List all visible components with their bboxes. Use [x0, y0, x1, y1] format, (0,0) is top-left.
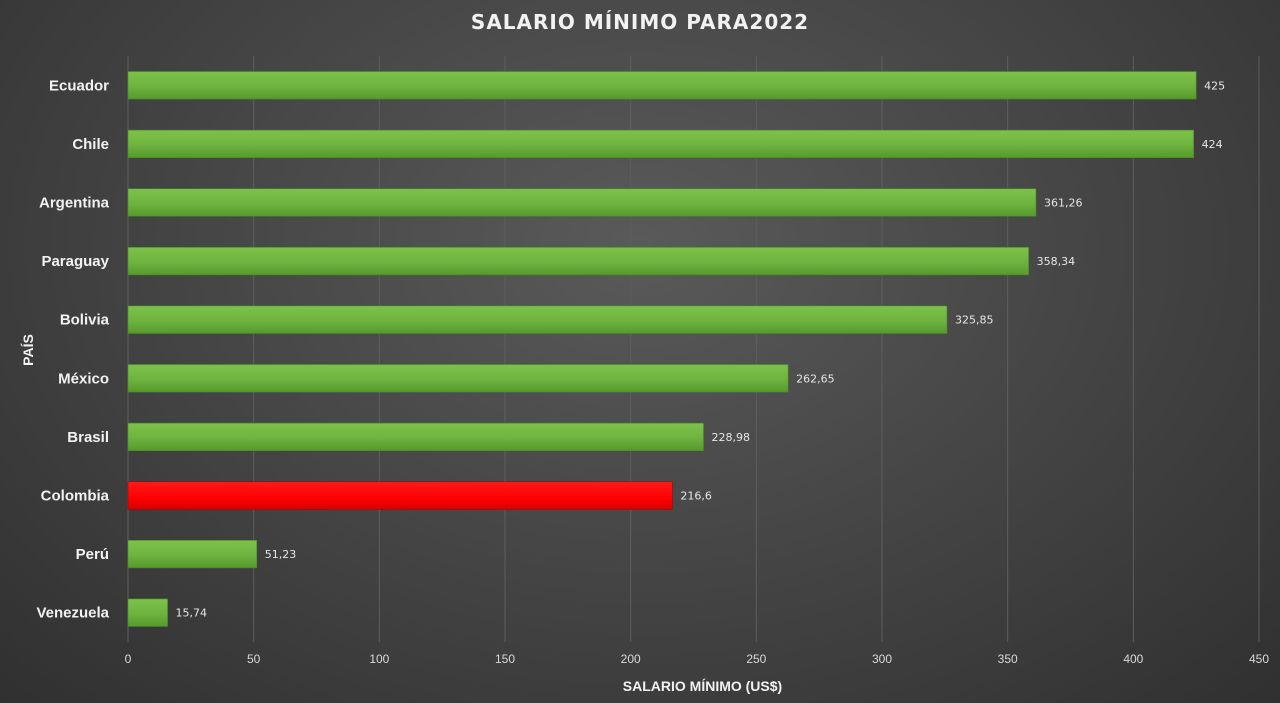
data-label: 216,6 [680, 490, 712, 503]
x-tick-label: 0 [125, 652, 132, 666]
labels: 0 50 100 150 200 250 300 350 400 450 Ecuador 425 Chi… [36, 77, 1269, 666]
x-tick-label: 400 [1123, 652, 1143, 666]
bar-méxico [127, 364, 789, 393]
category-label: Paraguay [41, 253, 109, 270]
x-axis-title: SALARIO MÍNIMO (US$) [622, 678, 783, 694]
x-tick-label: 300 [872, 652, 892, 666]
x-tick-label: 150 [495, 652, 515, 666]
category-label: Ecuador [49, 77, 109, 94]
category-label: Argentina [39, 195, 110, 212]
category-label: Bolivia [60, 312, 110, 329]
bar-ecuador [127, 71, 1197, 100]
bars [127, 71, 1197, 627]
bar-chile [127, 129, 1194, 158]
chart-title: SALARIO MÍNIMO PARA2022 [470, 10, 810, 34]
x-tick-label: 50 [247, 652, 261, 666]
x-tick-label: 350 [998, 652, 1018, 666]
data-label: 15,74 [176, 607, 208, 620]
x-tick-label: 250 [746, 652, 766, 666]
category-label: Chile [72, 136, 109, 153]
bar-perú [127, 540, 258, 569]
bar-argentina [127, 188, 1037, 217]
data-label: 262,65 [796, 372, 835, 385]
category-label: México [58, 370, 109, 387]
data-label: 425 [1204, 79, 1225, 92]
bar-bolivia [127, 305, 948, 334]
category-label: Brasil [67, 429, 109, 446]
data-label: 325,85 [955, 314, 994, 327]
category-label: Venezuela [36, 605, 109, 622]
data-label: 424 [1202, 138, 1223, 151]
category-label: Colombia [41, 488, 110, 505]
category-label: Perú [76, 546, 109, 563]
bar-colombia [127, 481, 673, 510]
data-label: 51,23 [265, 548, 297, 561]
x-tick-label: 450 [1249, 652, 1269, 666]
x-tick-label: 200 [621, 652, 641, 666]
bar-paraguay [127, 247, 1029, 276]
bar-venezuela [127, 598, 168, 627]
data-label: 228,98 [712, 431, 751, 444]
y-axis-title: PAÍS [20, 334, 36, 366]
x-tick-label: 100 [369, 652, 389, 666]
data-label: 358,34 [1037, 255, 1076, 268]
bar-brasil [127, 422, 704, 451]
data-label: 361,26 [1044, 197, 1083, 210]
